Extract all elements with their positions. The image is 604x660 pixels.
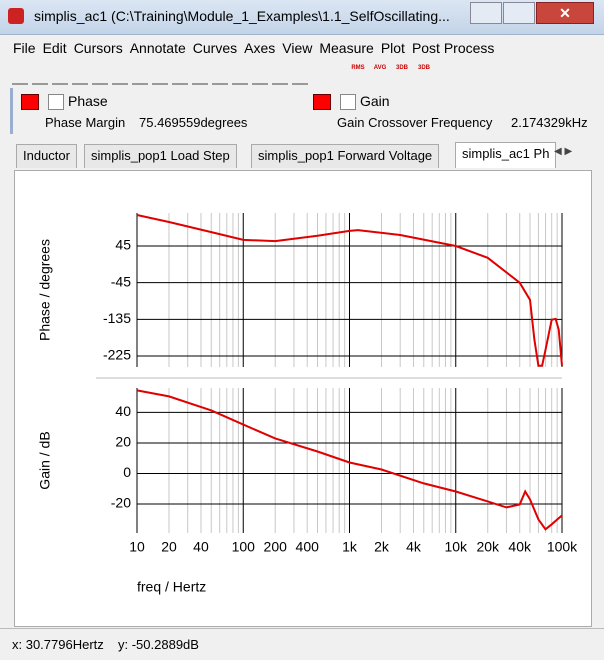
x-tick-label: 40k — [508, 539, 532, 555]
tab[interactable]: simplis_ac1 Ph — [455, 142, 557, 168]
menu-bar: File Edit Cursors Annotate Curves Axes View Mea… — [0, 36, 604, 64]
tab-scroll[interactable]: ◀ ▶ — [554, 146, 573, 157]
measure-value: 2.174329kHz — [511, 115, 588, 130]
menu-item[interactable]: Edit — [42, 40, 67, 56]
tab[interactable]: Inductor — [16, 144, 77, 168]
toolbar-button[interactable] — [52, 65, 68, 85]
legend-entry: Phase — [68, 93, 108, 109]
phase-color[interactable] — [21, 94, 39, 110]
toolbar-button[interactable]: 3DB — [395, 65, 408, 71]
toolbar-button[interactable] — [232, 65, 248, 85]
minimize-button[interactable] — [470, 2, 502, 24]
menu-item[interactable]: Curves — [192, 40, 238, 56]
window-title: simplis_ac1 (C:\Training\Module_1_Exampl… — [34, 8, 450, 24]
y-axis-label: Gain / dB — [37, 431, 53, 489]
x-tick-label: 20 — [161, 539, 177, 555]
tab[interactable]: simplis_pop1 Load Step — [84, 144, 237, 168]
measure-value: 75.469559degrees — [139, 115, 248, 130]
y-tick-label: 40 — [115, 403, 131, 419]
toolbar-button[interactable] — [212, 65, 228, 85]
menu-item[interactable]: File — [13, 40, 36, 56]
y-tick-label: 0 — [123, 464, 131, 480]
toolbar-button[interactable] — [292, 65, 308, 85]
toolbar-button[interactable]: AVG — [373, 65, 387, 71]
x-tick-label: 400 — [296, 539, 320, 555]
legend-panel: Phase Gain Phase Margin 75.469559degrees… — [10, 88, 604, 134]
status-bar: x: 30.7796Hertz y: -50.2889dB — [0, 628, 604, 660]
phase-checkbox[interactable] — [48, 94, 64, 110]
toolbar-button[interactable]: RMS — [351, 65, 365, 71]
toolbar-button[interactable]: 3DB — [417, 65, 430, 71]
x-tick-label: 2k — [374, 539, 390, 555]
menu-item[interactable]: Measure — [319, 40, 374, 56]
curve — [136, 214, 563, 367]
x-tick-label: 20k — [476, 539, 500, 555]
maximize-button[interactable] — [503, 2, 535, 24]
toolbar-button[interactable] — [152, 65, 168, 85]
toolbar-button[interactable] — [252, 65, 268, 85]
tab[interactable]: simplis_pop1 Forward Voltage — [251, 144, 440, 168]
status-y: y: -50.2889dB — [118, 637, 199, 652]
app-icon — [8, 8, 24, 24]
x-tick-label: 10 — [129, 539, 145, 555]
x-axis-label: freq / Hertz — [137, 579, 206, 595]
menu-item[interactable]: Annotate — [129, 40, 186, 56]
y-tick-label: -225 — [103, 347, 131, 363]
y-tick-label: 20 — [115, 434, 131, 450]
title-bar: simplis_ac1 (C:\Training\Module_1_Exampl… — [0, 0, 604, 35]
y-tick-label: -135 — [103, 310, 131, 326]
toolbar-button[interactable] — [72, 65, 88, 85]
menu-item[interactable]: Post Process — [411, 40, 495, 56]
curve — [136, 389, 563, 531]
toolbar: RMS AVG 3DB 3DB — [10, 63, 450, 87]
x-tick-label: 10k — [444, 539, 468, 555]
x-tick-label: 4k — [406, 539, 422, 555]
x-tick-label: 40 — [193, 539, 209, 555]
toolbar-button[interactable] — [112, 65, 128, 85]
toolbar-button[interactable] — [272, 65, 288, 85]
y-tick-label: 45 — [115, 237, 131, 253]
measure-label: Gain Crossover Frequency — [337, 115, 493, 130]
menu-item[interactable]: Cursors — [73, 40, 123, 56]
menu-item[interactable]: View — [282, 40, 313, 56]
x-tick-label: 100k — [547, 539, 578, 555]
gain-checkbox[interactable] — [340, 94, 356, 110]
toolbar-button[interactable] — [12, 65, 28, 85]
x-tick-label: 200 — [264, 539, 288, 555]
toolbar-button[interactable] — [32, 65, 48, 85]
y-axis-label: Phase / degrees — [37, 239, 53, 341]
toolbar-button[interactable] — [192, 65, 208, 85]
status-x: x: 30.7796Hertz — [12, 637, 104, 652]
toolbar-button[interactable] — [92, 65, 108, 85]
gain-color[interactable] — [313, 94, 331, 110]
toolbar-button[interactable] — [172, 65, 188, 85]
x-tick-label: 100 — [232, 539, 256, 555]
x-tick-label: 1k — [342, 539, 358, 555]
measure-label: Phase Margin — [45, 115, 126, 130]
y-tick-label: -45 — [111, 273, 131, 289]
toolbar-button[interactable] — [132, 65, 148, 85]
menu-item[interactable]: Plot — [380, 40, 405, 56]
close-button[interactable]: ✕ — [536, 2, 594, 24]
legend-entry: Gain — [360, 93, 390, 109]
menu-item[interactable]: Axes — [244, 40, 276, 56]
y-tick-label: -20 — [111, 495, 131, 511]
